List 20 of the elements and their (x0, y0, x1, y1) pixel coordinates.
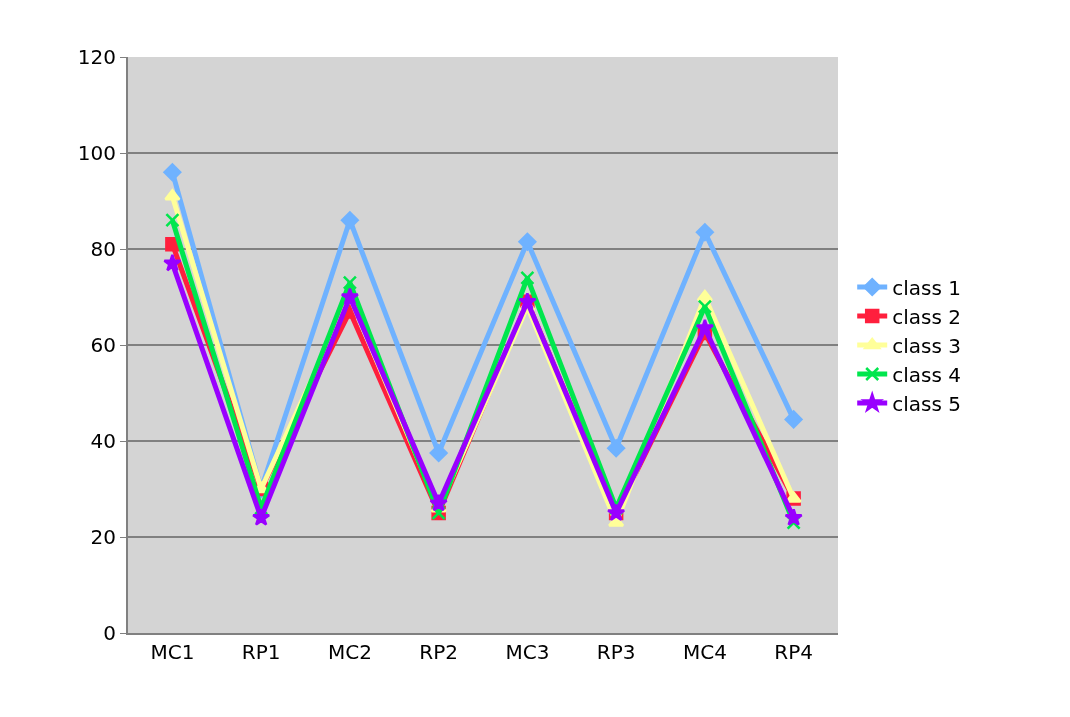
legend-label: class 2 (892, 304, 961, 329)
y-tick-label: 80 (90, 237, 116, 261)
legend-label: class 4 (892, 362, 961, 387)
y-tick-label: 60 (90, 333, 116, 357)
y-tick-label: 120 (77, 45, 116, 69)
legend-label: class 5 (892, 391, 961, 416)
x-tick-label: RP2 (419, 640, 458, 664)
y-tick-label: 40 (90, 429, 116, 453)
y-tick-label: 20 (90, 525, 116, 549)
y-tick-label: 100 (77, 141, 116, 165)
x-tick-label: MC3 (505, 640, 550, 664)
x-tick-label: RP1 (241, 640, 281, 664)
legend-label: class 1 (892, 275, 961, 300)
x-tick-label: RP4 (774, 640, 813, 664)
x-tick-label: RP3 (596, 640, 636, 664)
x-tick-label: MC1 (150, 640, 195, 664)
x-tick-label: MC2 (327, 640, 372, 664)
y-tick-label: 0 (103, 621, 116, 645)
x-tick-label: MC4 (682, 640, 727, 664)
legend-label: class 3 (892, 333, 961, 358)
